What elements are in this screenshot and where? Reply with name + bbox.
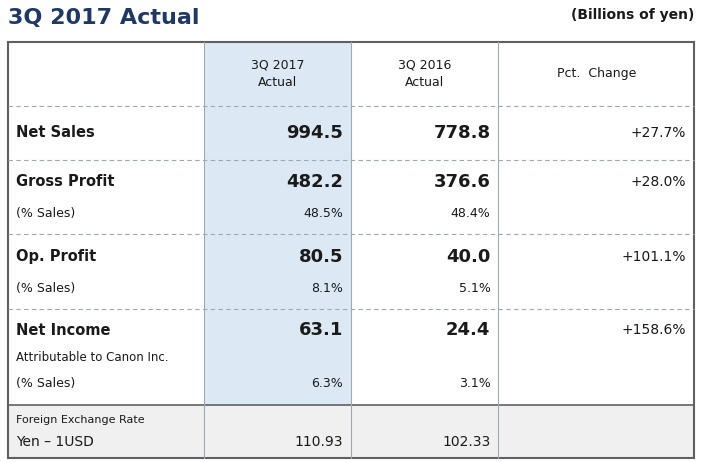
Bar bbox=[204, 106, 351, 159]
Bar bbox=[498, 42, 694, 106]
Bar bbox=[351, 42, 498, 106]
Bar bbox=[204, 42, 351, 106]
Text: +158.6%: +158.6% bbox=[621, 323, 686, 337]
Bar bbox=[8, 405, 694, 458]
Text: (% Sales): (% Sales) bbox=[16, 207, 75, 220]
Text: 63.1: 63.1 bbox=[298, 322, 343, 340]
Text: Gross Profit: Gross Profit bbox=[16, 175, 114, 189]
Text: 3Q 2017 Actual: 3Q 2017 Actual bbox=[8, 8, 199, 28]
Text: 110.93: 110.93 bbox=[295, 435, 343, 449]
Bar bbox=[204, 234, 351, 310]
Text: Pct.  Change: Pct. Change bbox=[557, 67, 636, 80]
Text: Foreign Exchange Rate: Foreign Exchange Rate bbox=[16, 415, 145, 425]
Bar bbox=[351, 310, 498, 405]
Text: Net Income: Net Income bbox=[16, 323, 110, 338]
Bar bbox=[498, 106, 694, 159]
Bar bbox=[8, 310, 204, 405]
Text: Net Sales: Net Sales bbox=[16, 125, 95, 140]
Bar bbox=[351, 159, 498, 234]
Text: 3Q 2016
Actual: 3Q 2016 Actual bbox=[398, 59, 451, 90]
Bar bbox=[204, 159, 351, 234]
Bar bbox=[498, 159, 694, 234]
Text: 48.4%: 48.4% bbox=[451, 207, 491, 220]
Bar bbox=[498, 310, 694, 405]
Text: 102.33: 102.33 bbox=[442, 435, 491, 449]
Text: 482.2: 482.2 bbox=[286, 173, 343, 191]
Text: Attributable to Canon Inc.: Attributable to Canon Inc. bbox=[16, 351, 168, 364]
Text: 48.5%: 48.5% bbox=[303, 207, 343, 220]
Text: +101.1%: +101.1% bbox=[621, 250, 686, 264]
Bar bbox=[351, 234, 498, 310]
Text: 778.8: 778.8 bbox=[433, 124, 491, 142]
Bar bbox=[8, 42, 204, 106]
Text: 24.4: 24.4 bbox=[446, 322, 491, 340]
Bar bbox=[204, 310, 351, 405]
Text: 5.1%: 5.1% bbox=[458, 282, 491, 295]
Text: 994.5: 994.5 bbox=[286, 124, 343, 142]
Text: +27.7%: +27.7% bbox=[630, 126, 686, 140]
Text: 3Q 2017
Actual: 3Q 2017 Actual bbox=[251, 59, 304, 90]
Text: Yen – 1USD: Yen – 1USD bbox=[16, 435, 94, 449]
Bar bbox=[351, 106, 498, 159]
Text: 8.1%: 8.1% bbox=[311, 282, 343, 295]
Text: +28.0%: +28.0% bbox=[630, 175, 686, 189]
Bar bbox=[8, 159, 204, 234]
Bar bbox=[8, 106, 204, 159]
Text: (% Sales): (% Sales) bbox=[16, 282, 75, 295]
Bar bbox=[498, 234, 694, 310]
Text: Op. Profit: Op. Profit bbox=[16, 249, 96, 264]
Text: 3.1%: 3.1% bbox=[458, 377, 491, 390]
Text: (% Sales): (% Sales) bbox=[16, 377, 75, 390]
Text: 6.3%: 6.3% bbox=[311, 377, 343, 390]
Text: 376.6: 376.6 bbox=[434, 173, 491, 191]
Text: 40.0: 40.0 bbox=[446, 248, 491, 266]
Text: 80.5: 80.5 bbox=[298, 248, 343, 266]
Text: (Billions of yen): (Billions of yen) bbox=[571, 8, 694, 22]
Bar bbox=[8, 234, 204, 310]
